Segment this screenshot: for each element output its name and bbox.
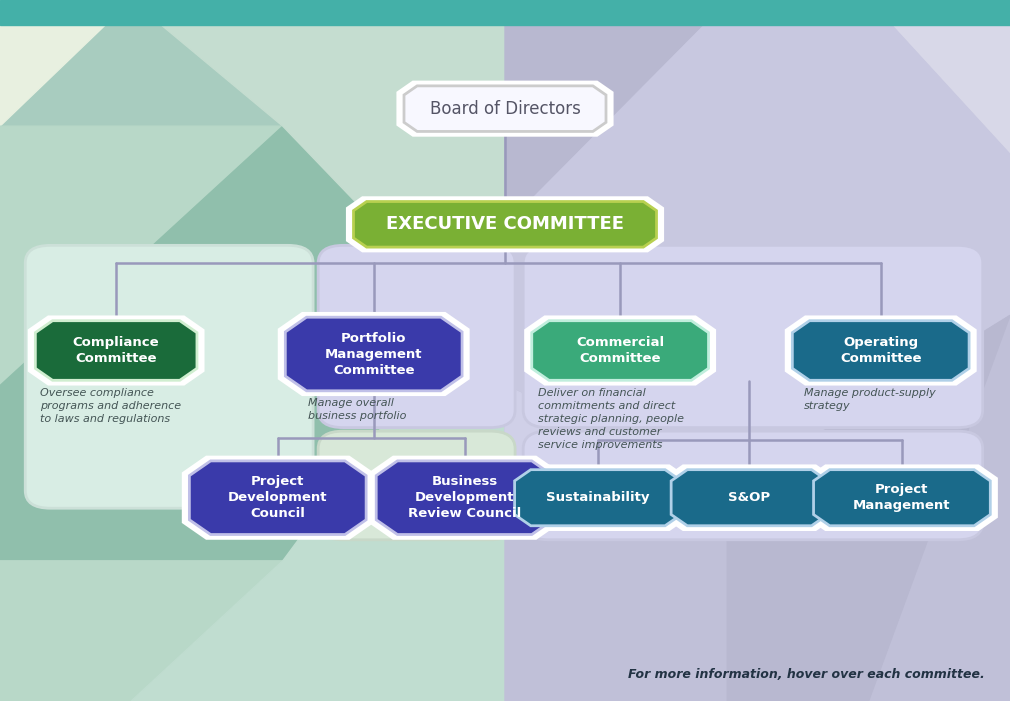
Text: Commercial
Committee: Commercial Committee [576,336,665,365]
Text: S&OP: S&OP [728,491,771,504]
Polygon shape [793,321,970,380]
Text: Business
Development
Review Council: Business Development Review Council [408,475,521,520]
Polygon shape [285,317,463,391]
Polygon shape [671,470,828,526]
Text: Deliver on financial
commitments and direct
strategic planning, people
reviews a: Deliver on financial commitments and dir… [538,388,685,451]
Polygon shape [0,126,465,561]
Polygon shape [505,315,1010,701]
FancyBboxPatch shape [523,245,983,428]
Polygon shape [505,386,727,491]
Polygon shape [505,0,727,224]
Polygon shape [131,315,505,701]
Polygon shape [404,86,606,132]
Text: Board of Directors: Board of Directors [429,100,581,118]
Polygon shape [806,465,998,531]
Polygon shape [869,0,1010,154]
Polygon shape [131,0,505,315]
Polygon shape [190,461,367,534]
Text: Project
Development
Council: Project Development Council [228,475,327,520]
Polygon shape [664,465,835,531]
Polygon shape [505,0,1010,491]
Polygon shape [0,0,131,126]
Polygon shape [531,321,709,380]
Polygon shape [354,202,656,247]
Text: Sustainability: Sustainability [546,491,649,504]
FancyBboxPatch shape [318,431,515,540]
Text: Manage product-supply
strategy: Manage product-supply strategy [804,388,935,411]
Polygon shape [524,315,716,386]
Text: Operating
Committee: Operating Committee [840,336,921,365]
Polygon shape [0,561,283,701]
Bar [505,0,1010,701]
Text: Compliance
Committee: Compliance Committee [73,336,160,365]
Polygon shape [396,81,614,137]
FancyBboxPatch shape [318,245,515,428]
Polygon shape [377,461,553,534]
Polygon shape [278,312,470,396]
Polygon shape [0,126,283,386]
Polygon shape [35,321,197,380]
FancyBboxPatch shape [523,431,983,540]
Polygon shape [369,456,561,540]
Text: Manage overall
business portfolio: Manage overall business portfolio [308,398,406,421]
Bar [0,0,505,701]
Polygon shape [785,315,977,386]
Polygon shape [345,196,665,252]
Text: Project
Management: Project Management [853,483,950,512]
Text: Oversee compliance
programs and adherence
to laws and regulations: Oversee compliance programs and adherenc… [40,388,182,424]
Polygon shape [514,470,681,526]
FancyBboxPatch shape [25,245,313,508]
Polygon shape [465,245,505,386]
Text: EXECUTIVE COMMITTEE: EXECUTIVE COMMITTEE [386,215,624,233]
Polygon shape [814,470,990,526]
Text: Portfolio
Management
Committee: Portfolio Management Committee [325,332,422,376]
Polygon shape [507,465,689,531]
Text: For more information, hover over each committee.: For more information, hover over each co… [628,668,985,681]
Polygon shape [28,315,204,386]
Polygon shape [727,315,1010,701]
Polygon shape [182,456,374,540]
Bar [0,0,1010,25]
